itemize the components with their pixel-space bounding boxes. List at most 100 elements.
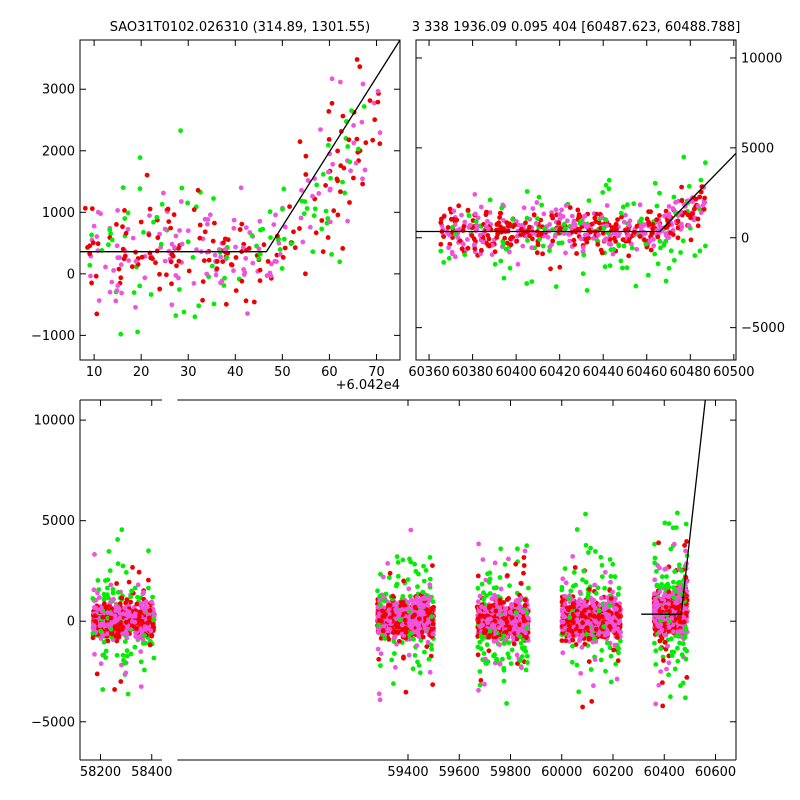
data-point <box>610 589 615 595</box>
data-point <box>599 614 605 620</box>
data-point <box>150 594 156 600</box>
data-point <box>408 559 414 565</box>
data-point <box>540 251 545 257</box>
data-point <box>297 226 302 231</box>
data-point <box>92 605 97 610</box>
data-point <box>466 213 472 218</box>
data-point <box>602 217 608 222</box>
data-point <box>123 570 129 575</box>
data-point <box>508 236 513 242</box>
data-point <box>206 257 212 263</box>
data-point <box>475 573 481 579</box>
data-point <box>161 190 166 196</box>
data-point <box>106 549 112 554</box>
data-point <box>279 266 285 271</box>
data-point <box>567 623 572 629</box>
data-point <box>518 626 524 632</box>
data-point <box>512 626 517 632</box>
data-point <box>313 230 319 236</box>
data-point <box>376 656 382 662</box>
data-point <box>268 235 273 241</box>
data-point <box>563 250 568 256</box>
data-point <box>128 599 134 605</box>
data-point <box>480 239 486 245</box>
data-point <box>326 142 331 148</box>
data-point <box>607 624 613 629</box>
data-point <box>243 298 249 304</box>
data-point <box>174 263 179 269</box>
data-point <box>415 630 421 636</box>
data-point <box>407 593 413 599</box>
x-tick-label: 70 <box>368 365 385 380</box>
data-point <box>151 617 156 623</box>
data-point <box>486 634 491 640</box>
data-point <box>478 634 484 639</box>
data-point <box>94 234 100 239</box>
x-tick-label: 40 <box>227 365 244 380</box>
data-point <box>604 203 610 208</box>
data-point <box>277 247 283 252</box>
data-point <box>133 634 139 639</box>
data-point <box>581 252 587 258</box>
data-point <box>149 599 155 605</box>
data-point <box>122 639 128 644</box>
data-point <box>137 186 143 192</box>
data-point <box>179 185 185 191</box>
data-point <box>425 639 431 645</box>
data-point <box>122 216 128 221</box>
y-tick-label: 5000 <box>741 141 774 156</box>
data-point <box>569 225 574 231</box>
data-point <box>221 283 227 288</box>
data-point <box>612 605 617 611</box>
data-point <box>662 213 667 219</box>
data-point <box>381 598 387 604</box>
data-point <box>239 278 245 284</box>
data-point <box>408 597 414 603</box>
data-point <box>695 203 701 209</box>
data-point <box>385 561 391 566</box>
data-point <box>169 302 175 308</box>
data-point <box>89 206 95 212</box>
data-point <box>375 99 381 105</box>
data-point <box>501 242 506 247</box>
data-point <box>591 683 596 689</box>
data-point <box>237 227 243 232</box>
data-point <box>280 255 286 260</box>
data-point <box>109 597 115 603</box>
data-point <box>169 281 174 287</box>
data-point <box>601 624 607 630</box>
data-point <box>399 631 405 637</box>
data-point <box>686 183 692 189</box>
data-point <box>179 241 185 247</box>
data-point <box>281 186 287 192</box>
data-point <box>288 241 294 247</box>
data-point <box>565 218 570 224</box>
data-point <box>143 601 148 607</box>
data-point <box>105 638 111 644</box>
data-point <box>626 232 631 238</box>
data-point <box>553 284 559 289</box>
data-point <box>608 574 614 579</box>
data-point <box>394 624 400 630</box>
data-point <box>700 202 706 208</box>
data-point <box>498 608 503 614</box>
data-point <box>580 577 585 583</box>
data-point <box>651 243 657 249</box>
data-point <box>87 251 93 257</box>
data-point <box>578 236 584 242</box>
data-point <box>578 671 584 676</box>
data-point <box>225 237 231 243</box>
data-point <box>316 191 322 196</box>
data-point <box>530 236 535 242</box>
data-point <box>686 223 692 228</box>
data-point <box>165 206 171 212</box>
data-point <box>119 527 125 533</box>
data-point <box>389 657 395 663</box>
data-point <box>153 260 158 266</box>
data-point <box>513 610 519 615</box>
data-point <box>521 205 527 211</box>
data-point <box>668 694 673 700</box>
data-point <box>646 209 651 215</box>
data-point <box>571 570 577 575</box>
data-point <box>598 247 604 253</box>
